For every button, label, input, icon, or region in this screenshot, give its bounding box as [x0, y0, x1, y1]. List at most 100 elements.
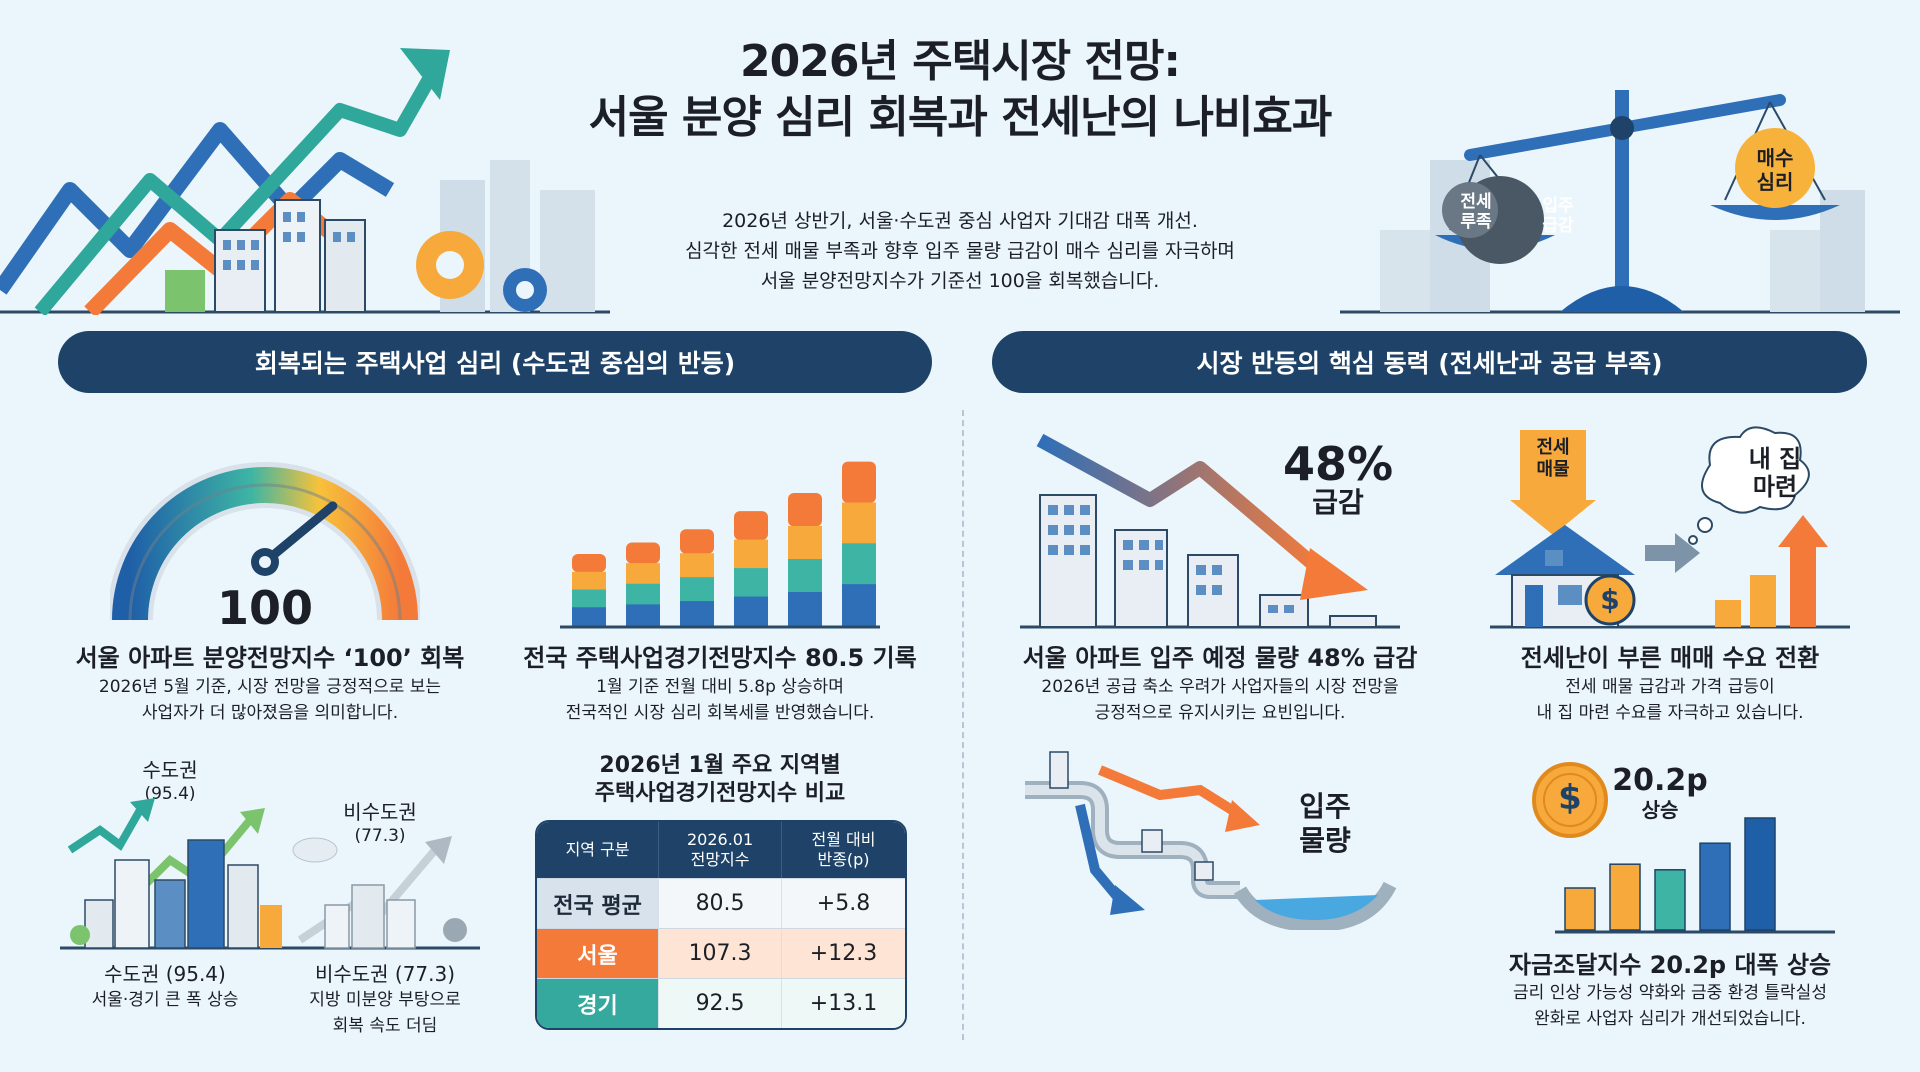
national-index-bars	[560, 461, 880, 629]
table-cell-index: 92.5	[659, 978, 783, 1028]
region-comparison-table-wrap: 지역 구분 2026.01 전망지수 전월 대비 반종(p) 전국 평균 80.…	[535, 820, 907, 1030]
nonmetro-top-label: 비수도권 (77.3)	[330, 800, 430, 848]
scale-weight-right-label: 매수 심리	[1735, 146, 1815, 194]
metro-caption-desc: 서울·경기 큰 폭 상승	[91, 990, 239, 1010]
demand-desc: 전세 매물 급감과 가격 급등이 내 집 마련 수요를 자극하고 있습니다.	[1480, 674, 1860, 726]
table-header-row: 지역 구분 2026.01 전망지수 전월 대비 반종(p)	[537, 822, 905, 878]
intro-line-3: 서울 분양전망지수가 기준선 100을 회복했습니다.	[760, 270, 1160, 292]
supply-drop-label: 급감	[1312, 486, 1364, 519]
page-title: 2026년 주택시장 전망: 서울 분양 심리 회복과 전세난의 나비효과	[480, 34, 1440, 146]
intro-line-1: 2026년 상반기, 서울·수도권 중심 사업자 기대감 대폭 개선.	[722, 210, 1198, 232]
nonmetro-caption-desc-line-1: 지방 미분양 부탕으로	[309, 990, 461, 1010]
funding-desc-line-2: 완화로 사업자 심리가 개선되었습니다.	[1534, 1009, 1806, 1029]
metro-top-label: 수도권 (95.4)	[130, 758, 210, 806]
regional-city-illustration	[60, 798, 480, 950]
scale-weight-1-line-1: 전세	[1460, 192, 1492, 212]
demand-sign-line-2: 매물	[1536, 459, 1570, 480]
intro-text: 2026년 상반기, 서울·수도권 중심 사업자 기대감 대폭 개선. 심각한 …	[560, 206, 1360, 296]
table-row: 경기 92.5 +13.1	[537, 978, 905, 1028]
funding-desc-line-1: 금리 인상 가능성 약화와 금중 환경 틀락실성	[1513, 983, 1827, 1003]
funding-bar	[1699, 842, 1731, 931]
right-section-banner: 시장 반등의 핵심 동력 (전세난과 공급 부족)	[992, 331, 1867, 393]
funding-bar	[1654, 869, 1686, 931]
demand-sign-label: 전세 매물	[1520, 437, 1586, 481]
table-row: 서울 107.3 +12.3	[537, 928, 905, 978]
region-comparison-table: 지역 구분 2026.01 전망지수 전월 대비 반종(p) 전국 평균 80.…	[535, 820, 907, 1030]
bars-title: 전국 주택사업경기전망지수 80.5 기록	[523, 644, 917, 672]
scale-weight-1-line-2: 루족	[1460, 212, 1492, 232]
table-cell-change: +13.1	[782, 978, 905, 1028]
gauge-needle	[260, 501, 338, 567]
scale-weight-1-label: 전세 루족	[1448, 192, 1504, 232]
left-section-banner: 회복되는 주택사업 심리 (수도권 중심의 반등)	[58, 331, 932, 393]
gauge-title: 서울 아파트 분양전망지수 ‘100’ 회복	[75, 644, 465, 672]
table-cell-region: 경기	[537, 978, 660, 1028]
funding-index-bars	[1555, 817, 1835, 934]
table-header-change-line-2: 반종(p)	[817, 850, 870, 869]
demand-cloud-line-2: 마련	[1752, 473, 1798, 501]
table-title: 2026년 1월 주요 지역별 주택사업경기전망지수 비교	[520, 752, 920, 808]
table-header-region: 지역 구분	[537, 822, 660, 878]
balance-scale-illustration	[1340, 90, 1900, 314]
demand-desc-line-1: 전세 매물 급감과 가격 급등이	[1565, 677, 1775, 697]
funding-value: 20.2p	[1612, 763, 1708, 798]
nonmetro-caption-desc-line-2: 회복 속도 더딤	[332, 1016, 438, 1036]
funding-value-label: 상승	[1641, 798, 1679, 822]
gauge-desc-line-2: 사업자가 더 많아졌음을 의미합니다.	[141, 703, 399, 723]
supply-pipe-illustration	[1025, 751, 1397, 930]
demand-desc-line-2: 내 집 마련 수요를 자극하고 있습니다.	[1536, 703, 1804, 723]
bars-desc: 1월 기준 전월 대비 5.8p 상승하며 전국적인 시장 심리 회복세를 반영…	[500, 674, 940, 726]
bars-desc-line-1: 1월 기준 전월 대비 5.8p 상승하며	[596, 677, 844, 697]
table-row: 전국 평균 80.5 +5.8	[537, 878, 905, 928]
demand-cloud-line-1: 내 집	[1748, 445, 1802, 473]
nonmetro-caption: 비수도권 (77.3) 지방 미분양 부탕으로 회복 속도 더딤	[280, 958, 490, 1039]
pipe-label-line-2: 물량	[1299, 824, 1351, 857]
table-cell-change: +12.3	[782, 928, 905, 978]
supply-title: 서울 아파트 입주 예정 물량 48% 급감	[1022, 644, 1418, 672]
sentiment-gauge	[110, 462, 420, 621]
funding-bar	[1564, 887, 1596, 931]
table-header-index: 2026.01 전망지수	[659, 822, 783, 878]
index-bar	[626, 542, 660, 626]
demand-title: 전세난이 부른 매매 수요 전환	[1520, 644, 1820, 672]
demand-dollar-icon: $	[1600, 583, 1620, 616]
coin-symbol: $	[1558, 778, 1582, 818]
scale-weight-right-line-1: 매수	[1756, 146, 1794, 170]
nonmetro-top-label-value: (77.3)	[354, 826, 406, 846]
gauge-desc: 2026년 5월 기준, 시장 전망을 긍정적으로 보는 사업자가 더 많아졌음…	[60, 674, 480, 726]
nonmetro-caption-title: 비수도권 (77.3)	[314, 962, 456, 986]
supply-desc-line-1: 2026년 공급 축소 우려가 사업자들의 시장 전망을	[1041, 677, 1399, 697]
table-cell-region: 전국 평균	[537, 878, 660, 928]
table-title-line-2: 주택사업경기전망지수 비교	[594, 781, 846, 806]
table-header-index-line-1: 2026.01	[686, 830, 754, 849]
table-header-change-line-1: 전월 대비	[811, 830, 876, 849]
index-bar	[842, 461, 876, 626]
supply-drop-illustration	[1020, 433, 1400, 629]
funding-desc: 금리 인상 가능성 약화와 금중 환경 틀락실성 완화로 사업자 심리가 개선되…	[1480, 980, 1860, 1032]
nonmetro-top-label-name: 비수도권	[343, 800, 417, 824]
pipe-label-line-1: 입주	[1299, 790, 1351, 823]
table-cell-index: 80.5	[659, 878, 783, 928]
metro-top-label-name: 수도권	[142, 758, 198, 782]
metro-top-label-value: (95.4)	[144, 784, 196, 804]
gauge-desc-line-1: 2026년 5월 기준, 시장 전망을 긍정적으로 보는	[98, 677, 442, 697]
table-cell-region: 서울	[537, 928, 660, 978]
table-cell-index: 107.3	[659, 928, 783, 978]
demand-cloud-label: 내 집 마련	[1730, 445, 1820, 501]
scale-weight-right-line-2: 심리	[1756, 170, 1794, 194]
supply-drop-value: 48%	[1282, 437, 1394, 491]
bars-desc-line-2: 전국적인 시장 심리 회복세를 반영했습니다.	[565, 703, 875, 723]
index-bar	[680, 529, 714, 626]
section-divider	[962, 410, 964, 1040]
table-title-line-1: 2026년 1월 주요 지역별	[599, 753, 841, 778]
metro-caption-title: 수도권 (95.4)	[104, 962, 226, 986]
gauge-value: 100	[216, 581, 314, 635]
index-bar	[572, 554, 606, 626]
rising-city-illustration	[0, 48, 610, 315]
funding-title: 자금조달지수 20.2p 대폭 상승	[1508, 951, 1832, 979]
supply-desc-line-2: 긍정적으로 유지시키는 요빈입니다.	[1094, 703, 1346, 723]
metro-caption: 수도권 (95.4) 서울·경기 큰 폭 상승	[60, 958, 270, 1013]
funding-bar	[1744, 817, 1776, 931]
demand-sign-line-1: 전세	[1536, 437, 1570, 458]
scale-weight-2-line-2: 급감	[1542, 216, 1574, 236]
